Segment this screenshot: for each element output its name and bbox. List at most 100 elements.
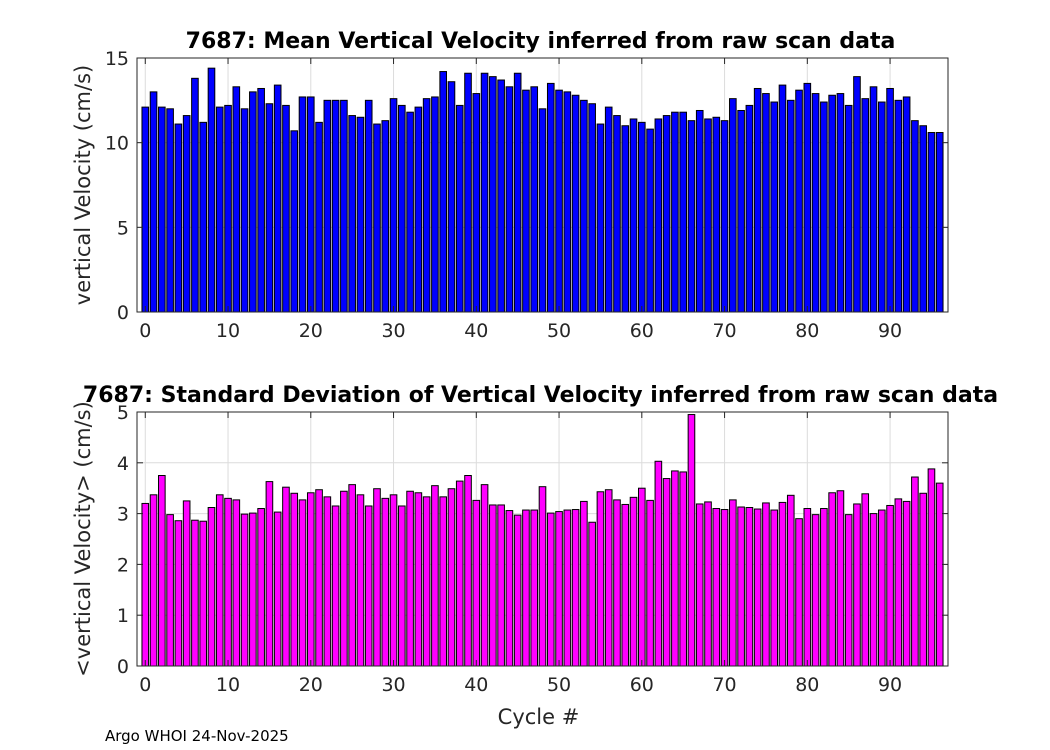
- bar: [398, 505, 406, 667]
- bar: [249, 512, 257, 667]
- bar: [480, 484, 489, 667]
- bar: [853, 76, 861, 313]
- bar: [472, 93, 481, 313]
- bar: [654, 118, 663, 313]
- bar: [389, 494, 398, 667]
- bar: [447, 488, 456, 667]
- bar: [762, 502, 770, 667]
- bar: [563, 509, 572, 667]
- y-tick-label: 0: [117, 656, 129, 678]
- bar: [604, 489, 613, 667]
- bar: [927, 468, 936, 667]
- bar: [911, 476, 919, 667]
- bar: [919, 492, 927, 667]
- plot-area-frame: [136, 411, 949, 667]
- mean-velocity-chart: 0 10 20 30 40 50 60 70 80 90 0 5 10 15 7687: Mean Ver…: [71, 29, 949, 342]
- bar: [431, 485, 439, 667]
- bar: [762, 93, 770, 313]
- bar: [323, 99, 332, 313]
- bar: [712, 508, 721, 667]
- bar: [861, 98, 870, 313]
- bar: [340, 490, 348, 667]
- bar: [869, 86, 878, 313]
- x-tick-label: 40: [464, 674, 488, 696]
- bar: [298, 499, 307, 667]
- bar: [215, 494, 224, 667]
- bar: [629, 496, 638, 667]
- bar: [795, 89, 803, 313]
- bar: [530, 509, 539, 667]
- bar: [877, 101, 886, 313]
- bar: [207, 67, 216, 313]
- x-tick-label: 90: [878, 320, 902, 342]
- x-tick-label: 50: [547, 320, 571, 342]
- y-tick-label: 1: [117, 605, 129, 627]
- x-tick-label: 0: [139, 320, 151, 342]
- x-tick-label: 30: [381, 320, 405, 342]
- bar: [356, 116, 365, 313]
- bar: [621, 503, 630, 667]
- bar: [505, 510, 514, 667]
- bar: [902, 500, 911, 667]
- bar: [786, 494, 795, 667]
- bar: [439, 496, 448, 667]
- x-tick-label: 70: [712, 320, 736, 342]
- bar: [894, 498, 903, 667]
- x-tick-label: 80: [795, 674, 819, 696]
- bar: [513, 514, 522, 667]
- bar: [811, 93, 820, 313]
- bar: [513, 72, 522, 313]
- bar: [588, 521, 596, 667]
- x-tick-label: 0: [139, 674, 151, 696]
- bar: [803, 82, 812, 313]
- bar: [199, 121, 208, 313]
- bar: [687, 120, 696, 313]
- bar: [712, 116, 721, 313]
- bar: [331, 99, 340, 313]
- chart-title: 7687: Mean Vertical Velocity inferred fr…: [186, 29, 896, 54]
- bar: [720, 120, 729, 313]
- bar: [364, 505, 373, 667]
- y-tick-label: 2: [117, 554, 129, 576]
- y-tick-label: 15: [105, 48, 129, 70]
- bar: [555, 511, 563, 667]
- x-tick-label: 40: [464, 320, 488, 342]
- bar: [174, 123, 183, 313]
- bar: [613, 115, 621, 313]
- bar: [232, 86, 241, 313]
- bar: [348, 484, 356, 667]
- bar: [911, 120, 919, 313]
- bar: [265, 481, 274, 667]
- bar: [778, 501, 787, 667]
- bar: [149, 494, 158, 667]
- bar: [596, 491, 605, 667]
- bar: [282, 486, 290, 667]
- x-tick-label: 90: [878, 674, 902, 696]
- bar: [753, 87, 762, 313]
- bar: [869, 513, 878, 667]
- bar: [331, 505, 340, 667]
- bar: [249, 91, 257, 313]
- bar: [290, 130, 299, 313]
- bar: [687, 414, 696, 667]
- bar: [306, 492, 315, 667]
- x-tick-label: 10: [216, 320, 240, 342]
- bar: [902, 96, 911, 313]
- bar: [422, 496, 431, 667]
- bar: [149, 91, 158, 313]
- bar: [662, 478, 671, 667]
- bar: [571, 509, 580, 667]
- bar: [886, 87, 894, 313]
- bar: [158, 106, 166, 313]
- x-tick-label: 50: [547, 674, 571, 696]
- bar: [497, 504, 505, 667]
- y-axis-label: vertical Velocity (cm/s): [71, 65, 95, 305]
- bar: [886, 504, 894, 667]
- bar: [836, 490, 845, 667]
- bar: [638, 487, 646, 667]
- chart-title: 7687: Standard Deviation of Vertical Vel…: [83, 383, 998, 408]
- x-tick-label: 60: [630, 674, 654, 696]
- bar: [671, 111, 679, 313]
- bar: [927, 132, 936, 313]
- bar: [919, 125, 927, 313]
